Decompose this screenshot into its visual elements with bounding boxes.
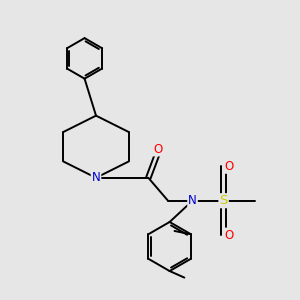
Text: O: O [154, 142, 163, 155]
Text: O: O [224, 229, 233, 242]
Text: S: S [219, 194, 228, 207]
Text: O: O [224, 160, 233, 173]
Text: N: N [92, 171, 100, 184]
Text: N: N [188, 194, 197, 207]
